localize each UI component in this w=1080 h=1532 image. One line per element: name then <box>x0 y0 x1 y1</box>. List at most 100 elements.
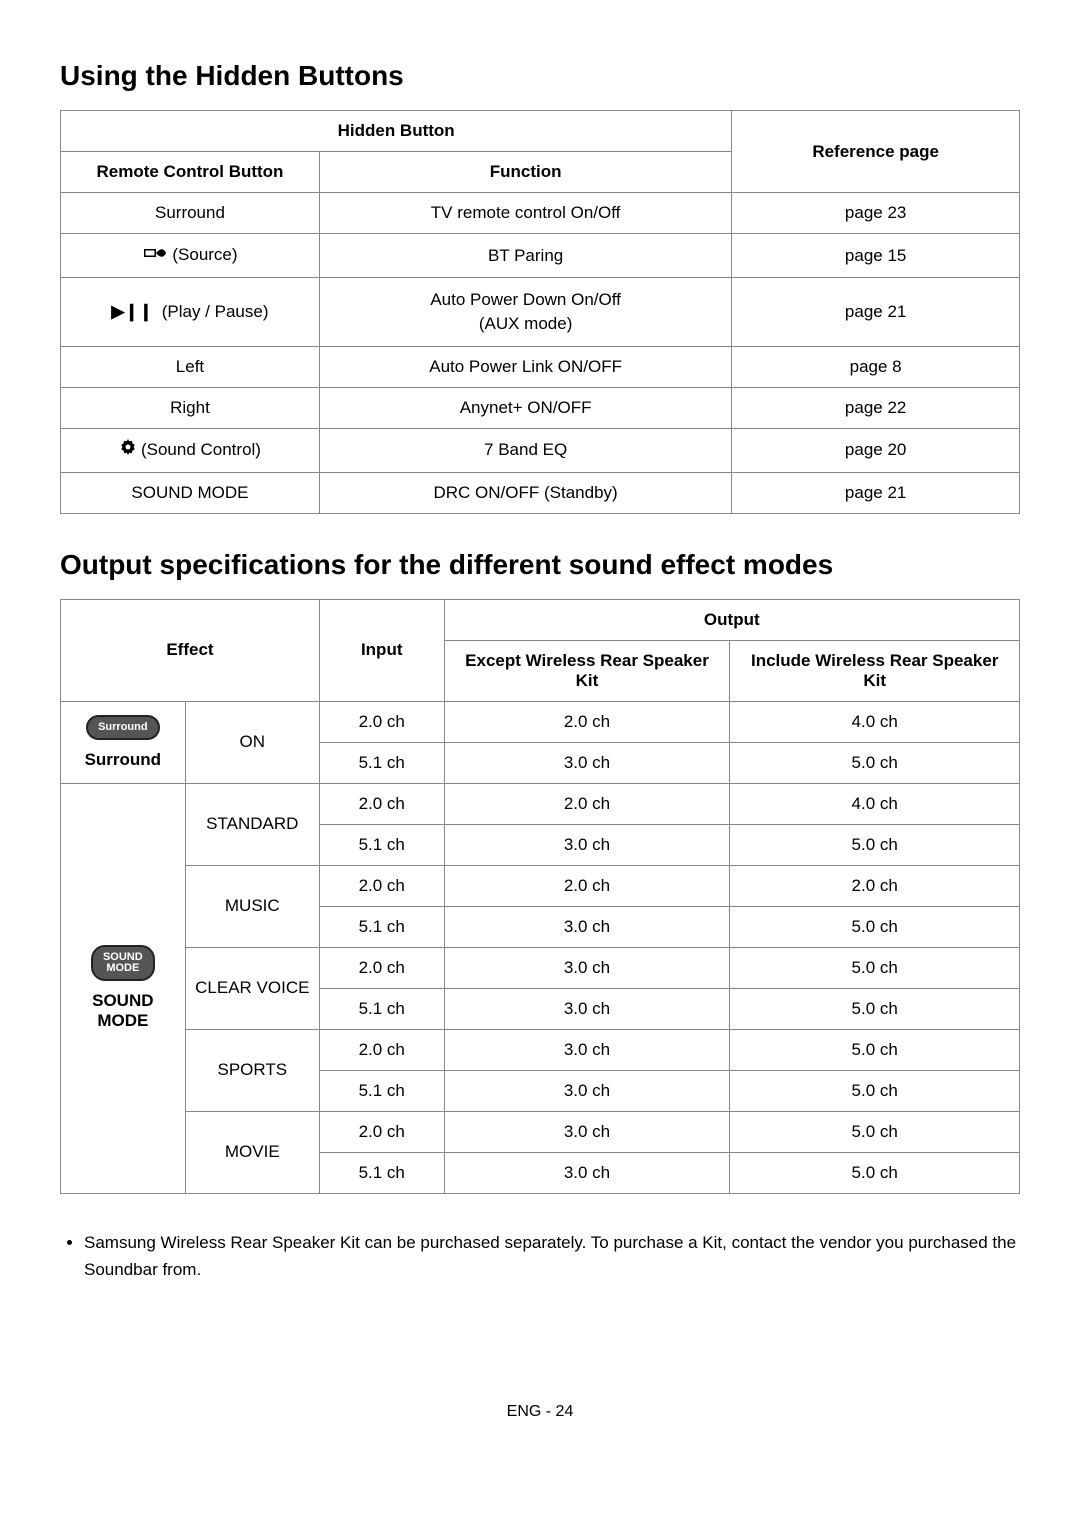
header-remote: Remote Control Button <box>61 152 320 193</box>
header-output: Output <box>444 599 1019 640</box>
include-cell: 2.0 ch <box>730 865 1020 906</box>
ref-cell: page 8 <box>732 346 1020 387</box>
header-function: Function <box>319 152 731 193</box>
table-row: Right Anynet+ ON/OFF page 22 <box>61 387 1020 428</box>
include-cell: 5.0 ch <box>730 1111 1020 1152</box>
table-row: (Sound Control) 7 Band EQ page 20 <box>61 428 1020 472</box>
gear-icon <box>119 439 137 462</box>
header-except: Except Wireless Rear Speaker Kit <box>444 640 730 701</box>
include-cell: 5.0 ch <box>730 906 1020 947</box>
ref-cell: page 15 <box>732 234 1020 278</box>
source-icon <box>142 244 168 267</box>
except-cell: 3.0 ch <box>444 1029 730 1070</box>
remote-label: (Source) <box>172 245 237 264</box>
except-cell: 3.0 ch <box>444 1152 730 1193</box>
ref-cell: page 21 <box>732 472 1020 513</box>
input-cell: 2.0 ch <box>319 1029 444 1070</box>
include-cell: 4.0 ch <box>730 701 1020 742</box>
header-input: Input <box>319 599 444 701</box>
table-row: (Source) BT Paring page 15 <box>61 234 1020 278</box>
function-cell: BT Paring <box>319 234 731 278</box>
mode-standard-cell: STANDARD <box>185 783 319 865</box>
include-cell: 5.0 ch <box>730 1152 1020 1193</box>
input-cell: 5.1 ch <box>319 1070 444 1111</box>
remote-cell: ▶❙❙ (Play / Pause) <box>61 278 320 347</box>
input-cell: 5.1 ch <box>319 824 444 865</box>
remote-label: (Sound Control) <box>141 440 261 459</box>
input-cell: 2.0 ch <box>319 783 444 824</box>
table-row: CLEAR VOICE 2.0 ch 3.0 ch 5.0 ch <box>61 947 1020 988</box>
header-hidden-button: Hidden Button <box>61 111 732 152</box>
table-row: MOVIE 2.0 ch 3.0 ch 5.0 ch <box>61 1111 1020 1152</box>
effect-surround-cell: Surround Surround <box>61 701 186 783</box>
function-cell: Anynet+ ON/OFF <box>319 387 731 428</box>
table-row: MUSIC 2.0 ch 2.0 ch 2.0 ch <box>61 865 1020 906</box>
function-cell: 7 Band EQ <box>319 428 731 472</box>
input-cell: 2.0 ch <box>319 947 444 988</box>
mode-movie-cell: MOVIE <box>185 1111 319 1193</box>
remote-cell: (Sound Control) <box>61 428 320 472</box>
mode-sports-cell: SPORTS <box>185 1029 319 1111</box>
soundmode-pill: SOUND MODE <box>91 945 155 981</box>
function-cell: TV remote control On/Off <box>319 193 731 234</box>
table-row: SPORTS 2.0 ch 3.0 ch 5.0 ch <box>61 1029 1020 1070</box>
table-row: SOUND MODE DRC ON/OFF (Standby) page 21 <box>61 472 1020 513</box>
input-cell: 5.1 ch <box>319 742 444 783</box>
page-number: ENG - 24 <box>60 1403 1020 1421</box>
header-include: Include Wireless Rear Speaker Kit <box>730 640 1020 701</box>
include-cell: 5.0 ch <box>730 1070 1020 1111</box>
table-row: Surround TV remote control On/Off page 2… <box>61 193 1020 234</box>
except-cell: 3.0 ch <box>444 988 730 1029</box>
include-cell: 5.0 ch <box>730 824 1020 865</box>
except-cell: 3.0 ch <box>444 1070 730 1111</box>
ref-cell: page 22 <box>732 387 1020 428</box>
input-cell: 2.0 ch <box>319 1111 444 1152</box>
except-cell: 3.0 ch <box>444 1111 730 1152</box>
except-cell: 3.0 ch <box>444 906 730 947</box>
except-cell: 3.0 ch <box>444 824 730 865</box>
table-row: SOUND MODE SOUND MODE STANDARD 2.0 ch 2.… <box>61 783 1020 824</box>
ref-cell: page 23 <box>732 193 1020 234</box>
include-cell: 5.0 ch <box>730 1029 1020 1070</box>
note-list: Samsung Wireless Rear Speaker Kit can be… <box>60 1229 1020 1283</box>
note-item: Samsung Wireless Rear Speaker Kit can be… <box>84 1229 1020 1283</box>
except-cell: 3.0 ch <box>444 947 730 988</box>
mode-clearvoice-cell: CLEAR VOICE <box>185 947 319 1029</box>
section-heading-hidden-buttons: Using the Hidden Buttons <box>60 60 1020 92</box>
except-cell: 3.0 ch <box>444 742 730 783</box>
input-cell: 5.1 ch <box>319 906 444 947</box>
surround-state-cell: ON <box>185 701 319 783</box>
remote-cell: Surround <box>61 193 320 234</box>
play-pause-icon: ▶❙❙ <box>111 302 153 322</box>
table-row: Left Auto Power Link ON/OFF page 8 <box>61 346 1020 387</box>
input-cell: 5.1 ch <box>319 1152 444 1193</box>
remote-cell: (Source) <box>61 234 320 278</box>
input-cell: 5.1 ch <box>319 988 444 1029</box>
function-cell: Auto Power Link ON/OFF <box>319 346 731 387</box>
header-except-line1: Except Wireless Rear Speaker Kit <box>465 651 709 690</box>
soundmode-pill-line2: MODE <box>106 962 139 974</box>
header-include-line1: Include Wireless Rear Speaker Kit <box>751 651 998 690</box>
remote-cell: Left <box>61 346 320 387</box>
hidden-buttons-table: Hidden Button Reference page Remote Cont… <box>60 110 1020 514</box>
remote-cell: Right <box>61 387 320 428</box>
surround-pill: Surround <box>86 715 160 740</box>
include-cell: 4.0 ch <box>730 783 1020 824</box>
function-line1: Auto Power Down On/Off <box>430 290 621 309</box>
table-row: Surround Surround ON 2.0 ch 2.0 ch 4.0 c… <box>61 701 1020 742</box>
include-cell: 5.0 ch <box>730 988 1020 1029</box>
header-reference: Reference page <box>732 111 1020 193</box>
soundmode-label: SOUND MODE <box>69 991 177 1031</box>
function-line2: (AUX mode) <box>479 314 573 333</box>
input-cell: 2.0 ch <box>319 865 444 906</box>
function-cell: DRC ON/OFF (Standby) <box>319 472 731 513</box>
header-effect: Effect <box>61 599 320 701</box>
effect-soundmode-cell: SOUND MODE SOUND MODE <box>61 783 186 1193</box>
function-cell: Auto Power Down On/Off (AUX mode) <box>319 278 731 347</box>
include-cell: 5.0 ch <box>730 947 1020 988</box>
input-cell: 2.0 ch <box>319 701 444 742</box>
ref-cell: page 20 <box>732 428 1020 472</box>
remote-cell: SOUND MODE <box>61 472 320 513</box>
except-cell: 2.0 ch <box>444 865 730 906</box>
include-cell: 5.0 ch <box>730 742 1020 783</box>
